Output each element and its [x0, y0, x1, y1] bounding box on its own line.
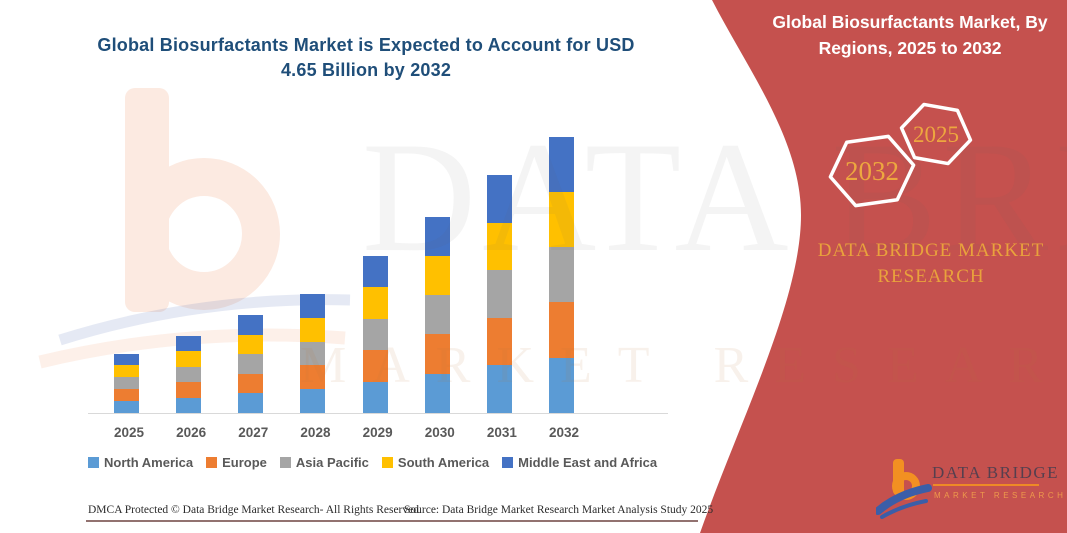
x-label-2030: 2030	[424, 425, 455, 440]
legend-label-europe: Europe	[222, 455, 267, 470]
bar-2031	[486, 175, 512, 413]
bar-2025-segment-north-america	[114, 401, 139, 413]
badge-2032-hexagon	[828, 134, 916, 208]
legend-swatch-south-america	[381, 457, 393, 468]
data-bridge-logo-icon	[876, 459, 932, 519]
legend-item-middle-east-and-africa: Middle East and Africa	[502, 455, 657, 470]
legend-item-south-america: South America	[381, 455, 490, 470]
bar-2026-segment-north-america	[176, 397, 202, 413]
bar-2029-segment-south-america	[362, 287, 388, 319]
legend-label-south-america: South America	[397, 455, 490, 470]
bar-2028-segment-north-america	[300, 389, 326, 413]
legend-swatch-europe	[206, 457, 218, 468]
bar-2028-segment-south-america	[300, 317, 326, 342]
brand-caption: DATA BRIDGE MARKET RESEARCH	[817, 240, 1045, 287]
x-label-2029: 2029	[362, 425, 393, 440]
logo-name: DATA BRIDGE	[932, 463, 1060, 482]
legend-label-asia-pacific: Asia Pacific	[295, 455, 369, 470]
bar-2026-segment-middle-east-and-africa	[176, 335, 202, 351]
bar-2030-segment-middle-east-and-africa	[424, 216, 450, 256]
bar-2028-segment-asia-pacific	[300, 341, 326, 366]
bar-2027	[238, 315, 264, 413]
bar-2027-segment-south-america	[238, 334, 264, 355]
bar-2031-segment-south-america	[486, 222, 512, 271]
bar-2032-segment-north-america	[548, 357, 574, 413]
bar-2026-segment-south-america	[176, 351, 202, 367]
chart-title: Global Biosurfactants Market is Expected…	[97, 35, 635, 80]
source-text: Source: Data Bridge Market Research Mark…	[404, 504, 714, 516]
bar-2028	[300, 294, 326, 413]
legend-label-north-america: North America	[104, 455, 194, 470]
bar-2029-segment-north-america	[362, 381, 388, 413]
bar-2027-segment-europe	[238, 373, 264, 394]
badge-2025-label: 2025	[913, 122, 959, 147]
x-label-2028: 2028	[300, 425, 331, 440]
bar-2032	[548, 136, 574, 413]
legend-swatch-middle-east-and-africa	[502, 457, 514, 468]
bar-2032-segment-europe	[548, 302, 574, 358]
data-bridge-logo: DATA BRIDGE MARKET RESEARCH	[876, 455, 1063, 521]
bar-2030-segment-north-america	[424, 373, 450, 413]
panel-title: Global Biosurfactants Market, By Regions…	[772, 12, 1048, 58]
bar-2026	[176, 335, 202, 413]
legend-item-asia-pacific: Asia Pacific	[279, 455, 369, 470]
x-axis-line	[88, 413, 668, 414]
badge-2025-hexagon	[899, 102, 973, 166]
logo-tagline: MARKET RESEARCH	[934, 491, 1067, 500]
bar-2025	[114, 353, 139, 413]
bar-2029-segment-middle-east-and-africa	[362, 255, 388, 287]
bar-2030-segment-asia-pacific	[424, 295, 450, 335]
bar-2030-segment-south-america	[424, 255, 450, 296]
bar-2026-segment-europe	[176, 382, 202, 398]
x-axis-labels: 2025 2026 2027 2028 2029 2030 2031 2032	[114, 425, 580, 440]
bar-chart	[114, 0, 574, 413]
bar-2026-segment-asia-pacific	[176, 366, 202, 382]
chart-legend: North America Europe Asia Pacific South Ame…	[88, 455, 688, 470]
bar-2025-segment-south-america	[114, 365, 139, 378]
bar-2028-segment-middle-east-and-africa	[300, 294, 326, 318]
x-label-2026: 2026	[176, 425, 207, 440]
logo-underline	[933, 484, 1039, 486]
x-label-2027: 2027	[238, 425, 269, 440]
x-label-2025: 2025	[114, 425, 145, 440]
x-label-2032: 2032	[548, 425, 580, 440]
bar-2029-segment-asia-pacific	[362, 318, 388, 350]
bar-2030	[424, 216, 450, 413]
bar-2029-segment-europe	[362, 350, 388, 382]
legend-label-middle-east-and-africa: Middle East and Africa	[518, 455, 658, 470]
bar-2030-segment-europe	[424, 334, 450, 374]
legend-swatch-north-america	[88, 457, 99, 468]
bar-2025-segment-asia-pacific	[114, 377, 139, 390]
bar-2027-segment-middle-east-and-africa	[238, 315, 264, 335]
x-label-2031: 2031	[486, 425, 517, 440]
bar-2025-segment-middle-east-and-africa	[114, 353, 139, 366]
footer-divider	[86, 520, 698, 522]
badge-2032-label: 2032	[845, 156, 899, 186]
legend-item-north-america: North America	[88, 455, 193, 470]
bar-2032-segment-asia-pacific	[548, 247, 574, 303]
bar-2028-segment-europe	[300, 365, 326, 390]
legend-swatch-asia-pacific	[279, 457, 291, 468]
bar-2031-segment-middle-east-and-africa	[486, 175, 512, 223]
dmca-text: DMCA Protected © Data Bridge Market Rese…	[88, 504, 422, 516]
bar-2025-segment-europe	[114, 389, 139, 402]
bar-2031-segment-asia-pacific	[486, 270, 512, 318]
bar-2027-segment-asia-pacific	[238, 354, 264, 374]
legend-item-europe: Europe	[206, 455, 267, 470]
bar-2032-segment-middle-east-and-africa	[548, 136, 574, 192]
brand-panel-shape	[700, 0, 1067, 533]
bar-2031-segment-north-america	[486, 365, 512, 413]
bar-2031-segment-europe	[486, 317, 512, 366]
bar-2027-segment-north-america	[238, 393, 264, 413]
bar-2029	[362, 255, 388, 413]
bar-2032-segment-south-america	[548, 191, 574, 248]
